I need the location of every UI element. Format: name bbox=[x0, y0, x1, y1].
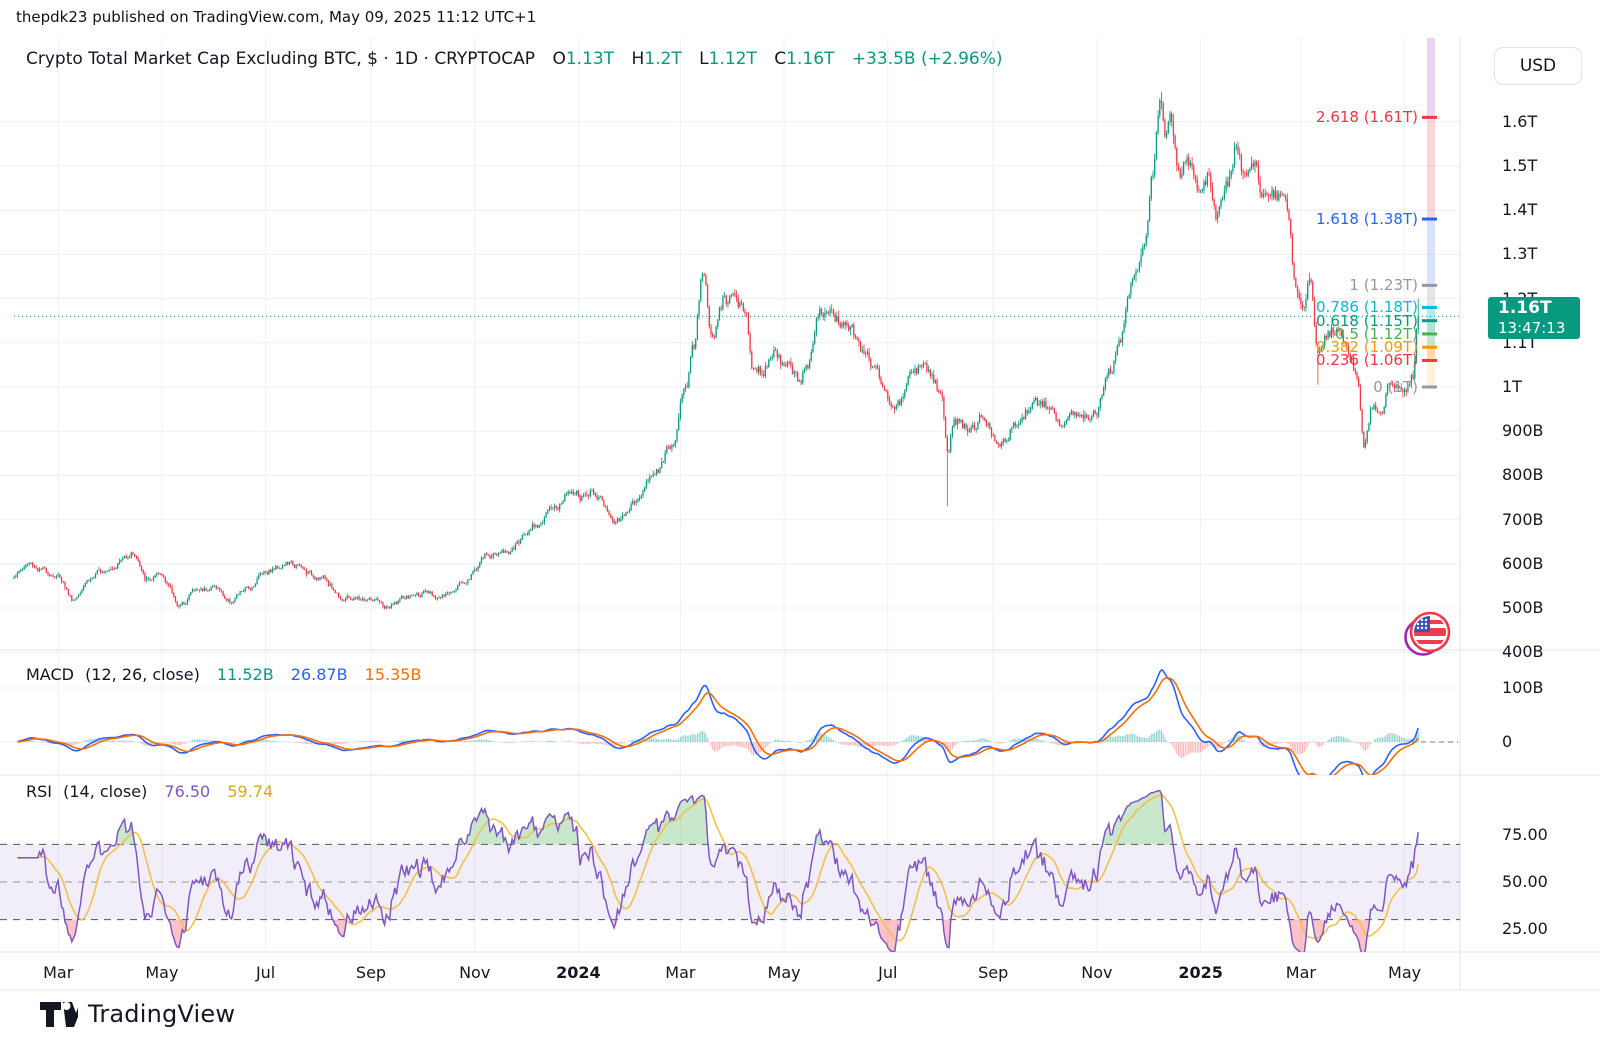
fib-level-tick bbox=[1422, 115, 1437, 119]
currency-button[interactable]: USD bbox=[1494, 47, 1582, 85]
fib-label: 0 (1T) bbox=[1373, 378, 1418, 396]
time-axis-label: Nov bbox=[1081, 963, 1113, 982]
publish-header-text: thepdk23 published on TradingView.com, M… bbox=[16, 8, 537, 26]
rsi-axis-label: 25.00 bbox=[1502, 919, 1548, 938]
last-price-tag: 1.16T 13:47:13 bbox=[1488, 297, 1580, 340]
price-axis-label: 1.4T bbox=[1502, 200, 1538, 220]
fib-label: 0.618 (1.15T) bbox=[1316, 311, 1418, 330]
time-axis-label: Mar bbox=[1285, 963, 1316, 982]
symbol-title-row[interactable]: Crypto Total Market Cap Excluding BTC, $… bbox=[26, 49, 1003, 69]
fib-label: 2.618 (1.61T) bbox=[1316, 108, 1418, 127]
ohlc-close-value: 1.16T bbox=[786, 49, 835, 69]
rsi-params: (14, close) bbox=[63, 782, 148, 801]
time-axis-label: Nov bbox=[459, 963, 491, 982]
price-axis-label: 500B bbox=[1502, 598, 1544, 617]
macd-title-row[interactable]: MACD (12, 26, close) 11.52B 26.87B 15.35… bbox=[26, 665, 421, 684]
publish-header: thepdk23 published on TradingView.com, M… bbox=[16, 8, 536, 26]
price-axis-label: 1.3T bbox=[1502, 244, 1538, 264]
price-axis-label: 900B bbox=[1502, 421, 1544, 441]
ohlc-open-value: 1.13T bbox=[565, 49, 615, 69]
time-axis-label: Mar bbox=[665, 963, 696, 982]
price-axis-label: 800B bbox=[1502, 465, 1544, 485]
rsi-value: 76.50 bbox=[164, 782, 211, 801]
macd-axis-label: 100B bbox=[1502, 678, 1544, 697]
time-axis-label: 2025 bbox=[1178, 963, 1223, 982]
fib-level-tick bbox=[1422, 319, 1437, 323]
ohlc-low-label: L bbox=[699, 49, 709, 69]
rsi-title-row[interactable]: RSI (14, close) 76.50 59.74 bbox=[26, 782, 273, 801]
price-axis-label: 600B bbox=[1502, 553, 1544, 573]
time-axis-label: Sep bbox=[978, 963, 1009, 982]
fib-label: 0.5 (1.12T) bbox=[1335, 324, 1418, 343]
fib-level-tick bbox=[1422, 345, 1437, 349]
grid-lines bbox=[0, 38, 1460, 952]
time-axis-label: 2024 bbox=[556, 963, 601, 982]
candlestick-series bbox=[13, 91, 1419, 610]
fib-label: 0.382 (1.09T) bbox=[1316, 338, 1418, 357]
time-axis-label: May bbox=[145, 963, 179, 982]
rsi-label[interactable]: RSI bbox=[26, 782, 52, 801]
macd-hist-value: 11.52B bbox=[216, 665, 274, 684]
fib-level-tick bbox=[1422, 283, 1437, 287]
fib-label: 1.618 (1.38T) bbox=[1316, 210, 1418, 229]
bar-countdown: 13:47:13 bbox=[1498, 319, 1566, 338]
fib-level-tick bbox=[1422, 385, 1437, 389]
fib-label: 0.786 (1.18T) bbox=[1316, 298, 1418, 317]
fib-level-tick bbox=[1422, 305, 1437, 309]
time-axis-label: Sep bbox=[355, 963, 387, 982]
price-axis-label: 1.6T bbox=[1502, 111, 1538, 131]
time-axis-label: May bbox=[1388, 963, 1422, 982]
ohlc-low-value: 1.12T bbox=[708, 49, 757, 69]
macd-params: (12, 26, close) bbox=[85, 665, 200, 684]
tradingview-mark-icon bbox=[40, 1001, 78, 1027]
time-axis-label: May bbox=[767, 963, 801, 982]
ohlc-open-label: O bbox=[552, 49, 566, 69]
tradingview-logo-text: TradingView bbox=[88, 1000, 236, 1028]
tradingview-logo[interactable]: TradingView bbox=[40, 1000, 235, 1028]
price-axis-label: 1T bbox=[1502, 377, 1522, 396]
ohlc-high-value: 1.2T bbox=[644, 49, 682, 69]
price-axis-label: 400B bbox=[1502, 642, 1544, 662]
symbol-title[interactable]: Crypto Total Market Cap Excluding BTC, $… bbox=[26, 49, 536, 69]
us-flag-icon[interactable] bbox=[1402, 610, 1452, 658]
fib-level-tick bbox=[1422, 217, 1437, 221]
fib-retracement-band bbox=[1427, 38, 1435, 387]
time-axis-label: Mar bbox=[43, 963, 74, 982]
fib-label: 0.236 (1.06T) bbox=[1316, 351, 1418, 370]
rsi-axis-label: 75.00 bbox=[1502, 825, 1548, 844]
macd-axis-label: 0 bbox=[1502, 732, 1513, 751]
fib-label: 1 (1.23T) bbox=[1349, 276, 1418, 295]
last-price-value: 1.16T bbox=[1498, 298, 1552, 319]
macd-signal-value: 15.35B bbox=[364, 665, 422, 684]
price-axis-label: 700B bbox=[1502, 509, 1544, 529]
macd-label[interactable]: MACD bbox=[26, 665, 74, 684]
price-axis-label: 1.5T bbox=[1502, 156, 1538, 175]
rsi-pane bbox=[0, 789, 1460, 952]
rsi-axis-label: 50.00 bbox=[1502, 872, 1548, 891]
macd-pane bbox=[17, 668, 1419, 775]
rsi-ma-value: 59.74 bbox=[227, 782, 274, 801]
ohlc-close-label: C bbox=[774, 49, 787, 69]
time-axis-label: Jul bbox=[878, 963, 898, 982]
fib-level-tick bbox=[1422, 332, 1437, 336]
fib-level-tick bbox=[1422, 358, 1437, 362]
ohlc-change: +33.5B (+2.96%) bbox=[851, 49, 1003, 69]
macd-line-value: 26.87B bbox=[290, 665, 348, 684]
ohlc-high-label: H bbox=[631, 49, 645, 69]
time-axis-label: Jul bbox=[255, 963, 276, 982]
